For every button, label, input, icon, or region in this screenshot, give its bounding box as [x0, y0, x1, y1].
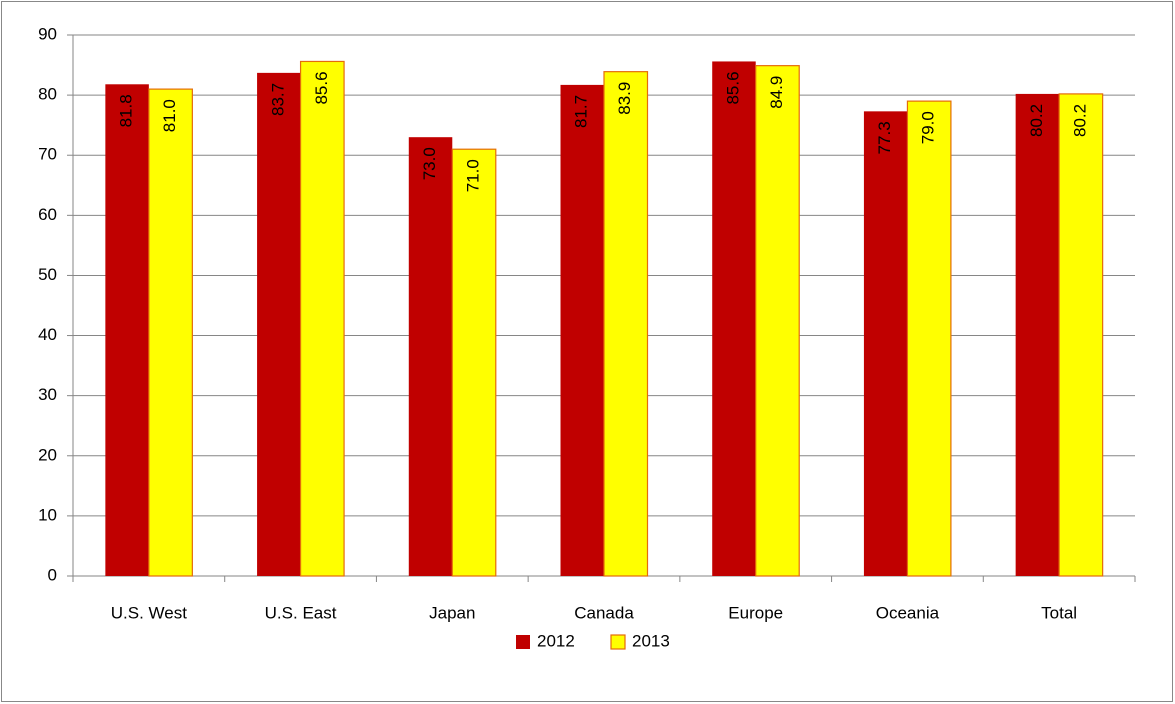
- data-label: 80.2: [1027, 104, 1046, 137]
- bar: [148, 88, 193, 577]
- data-label: 84.9: [767, 76, 786, 109]
- y-tick-label: 50: [38, 265, 57, 284]
- bar: [105, 84, 149, 577]
- data-label: 79.0: [919, 111, 938, 144]
- x-tick-label: Japan: [429, 603, 475, 622]
- legend-label: 2013: [632, 631, 670, 650]
- x-tick-label: U.S. East: [265, 603, 337, 622]
- legend-swatch: [610, 634, 626, 650]
- bar: [1015, 93, 1060, 577]
- y-tick-label: 60: [38, 205, 57, 224]
- data-label: 83.7: [268, 83, 287, 116]
- y-tick-label: 20: [38, 445, 57, 464]
- bar: [603, 71, 649, 577]
- data-label: 77.3: [875, 121, 894, 154]
- x-tick-label: Total: [1041, 603, 1077, 622]
- bar: [451, 148, 497, 577]
- bar: [299, 60, 345, 577]
- legend-swatch: [516, 635, 530, 649]
- x-tick-label: Oceania: [876, 603, 940, 622]
- bar: [712, 61, 756, 576]
- data-label: 81.7: [572, 95, 591, 128]
- data-label: 81.8: [117, 94, 136, 127]
- y-tick-label: 10: [38, 505, 57, 524]
- y-tick-label: 40: [38, 325, 57, 344]
- x-tick-label: Europe: [728, 603, 783, 622]
- bar: [1058, 93, 1104, 577]
- y-tick-label: 90: [38, 24, 57, 43]
- bar: [906, 100, 952, 577]
- bar: [560, 84, 604, 577]
- y-tick-label: 80: [38, 85, 57, 104]
- data-label: 80.2: [1070, 104, 1089, 137]
- data-label: 71.0: [464, 159, 483, 192]
- y-tick-label: 70: [38, 145, 57, 164]
- legend-label: 2012: [537, 631, 575, 650]
- bar: [408, 137, 453, 576]
- y-tick-label: 30: [38, 385, 57, 404]
- x-tick-label: Canada: [574, 603, 634, 622]
- x-tick-label: U.S. West: [111, 603, 187, 622]
- data-label: 73.0: [420, 147, 439, 180]
- data-label: 81.0: [160, 99, 179, 132]
- y-tick-label: 0: [48, 565, 57, 584]
- bar: [755, 65, 800, 577]
- data-label: 83.9: [615, 82, 634, 115]
- data-label: 85.6: [723, 71, 742, 104]
- data-label: 85.6: [312, 71, 331, 104]
- bar: [257, 72, 301, 577]
- bar: [863, 111, 908, 576]
